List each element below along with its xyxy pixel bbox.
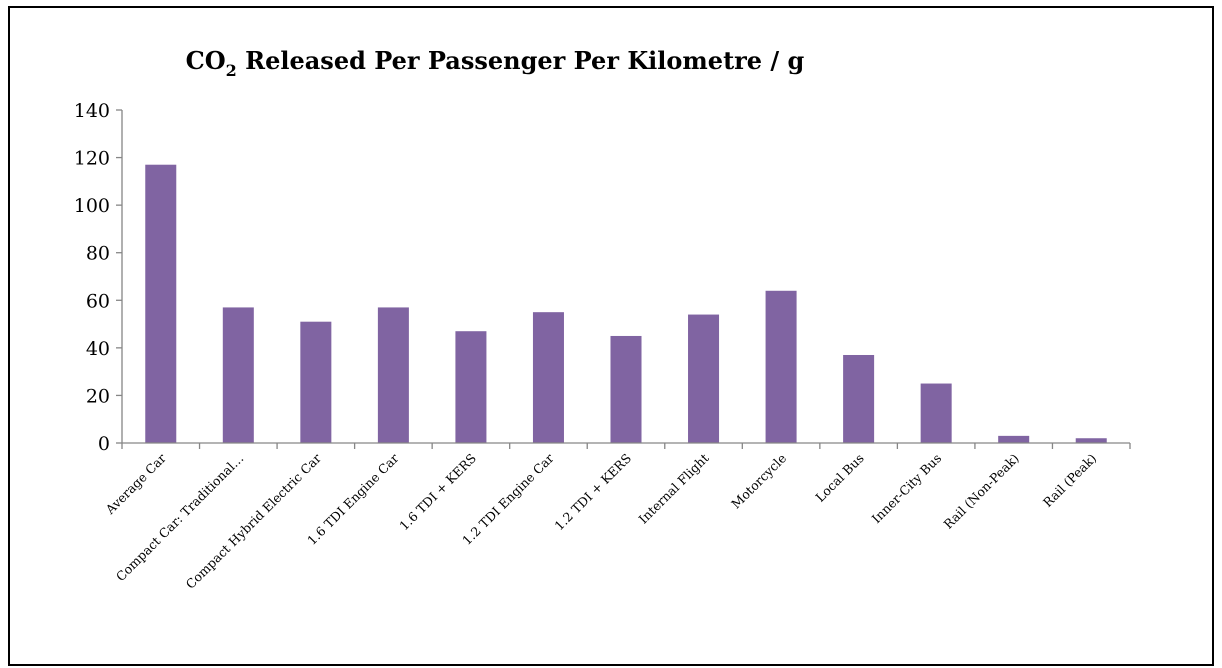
x-category-label: 1.6 TDI + KERS xyxy=(396,451,479,534)
bar xyxy=(610,335,642,443)
bar xyxy=(145,164,177,443)
y-tick-label: 60 xyxy=(86,290,110,312)
x-category-label: Rail (Non-Peak) xyxy=(941,451,1022,532)
x-category-label: Local Bus xyxy=(812,451,866,505)
x-category-label: Compact Car: Traditional… xyxy=(113,451,247,585)
y-tick-label: 40 xyxy=(86,338,110,360)
bar xyxy=(998,435,1030,443)
y-tick-label: 120 xyxy=(74,148,110,170)
bar xyxy=(765,290,797,443)
x-category-label: Motorcycle xyxy=(728,451,789,512)
chart-title-prefix: CO xyxy=(186,46,226,75)
x-category-label: Internal Flight xyxy=(636,451,712,527)
chart-frame: CO2 Released Per Passenger Per Kilometre… xyxy=(8,6,1214,666)
x-category-label: Average Car xyxy=(102,451,169,518)
x-category-label: 1.2 TDI + KERS xyxy=(551,451,634,534)
chart-title-subscript: 2 xyxy=(226,61,237,80)
y-tick-label: 0 xyxy=(98,433,110,455)
bar xyxy=(222,307,254,443)
y-tick-label: 100 xyxy=(74,195,110,217)
bar xyxy=(532,312,564,443)
y-tick-label: 80 xyxy=(86,243,110,265)
bars-group xyxy=(145,164,1107,443)
bar xyxy=(377,307,409,443)
bar xyxy=(688,314,720,443)
x-category-label: Inner-City Bus xyxy=(869,451,945,527)
bar xyxy=(1075,438,1107,443)
bar xyxy=(300,321,332,443)
bar xyxy=(920,383,952,443)
bar xyxy=(455,331,487,443)
bar-chart: CO2 Released Per Passenger Per Kilometre… xyxy=(74,46,1131,592)
y-tick-label: 20 xyxy=(86,385,110,407)
y-tick-label: 140 xyxy=(74,100,110,122)
y-axis: 0 20 40 60 80 100 120 140 xyxy=(74,100,123,455)
bar xyxy=(843,354,875,443)
x-category-label: Compact Hybrid Electric Car xyxy=(183,451,324,592)
chart-title: CO2 Released Per Passenger Per Kilometre… xyxy=(186,46,805,80)
x-category-label: Rail (Peak) xyxy=(1040,451,1100,511)
chart-title-suffix: Released Per Passenger Per Kilometre / g xyxy=(237,46,805,75)
